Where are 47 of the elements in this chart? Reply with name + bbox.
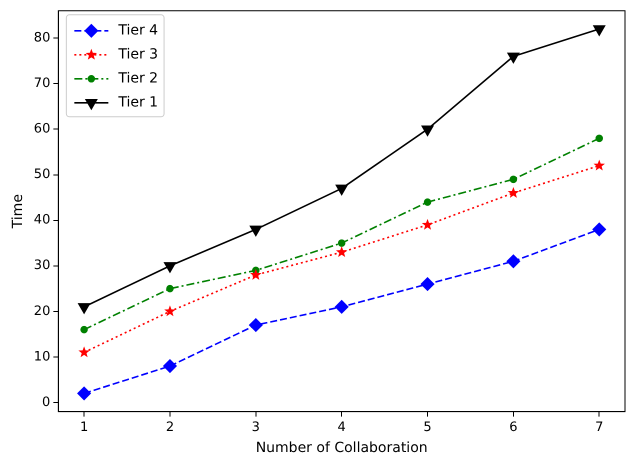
y-tick-label: 0 — [42, 394, 50, 410]
point — [508, 186, 520, 198]
point — [594, 160, 605, 171]
point — [78, 346, 90, 358]
x-tick-label: 4 — [338, 420, 346, 435]
point — [163, 359, 177, 373]
point — [510, 176, 518, 184]
point — [420, 277, 434, 291]
point — [595, 134, 603, 142]
y-tick-label: 70 — [34, 76, 50, 92]
point — [164, 305, 176, 316]
point — [422, 125, 434, 136]
x-tick-label: 6 — [509, 420, 518, 435]
point — [166, 284, 174, 292]
y-axis-title: Time — [10, 194, 26, 230]
point — [338, 239, 346, 247]
point — [592, 222, 606, 236]
point — [334, 300, 348, 314]
legend-label: Tier 3 — [117, 46, 158, 62]
legend-label: Tier 1 — [117, 94, 158, 110]
x-tick-label: 7 — [595, 420, 604, 435]
y-tick-label: 10 — [34, 349, 50, 364]
point — [336, 184, 348, 196]
point — [336, 246, 348, 258]
y-tick-label: 20 — [34, 304, 50, 319]
point — [77, 386, 91, 400]
y-tick-label: 50 — [34, 167, 50, 182]
point — [593, 25, 606, 36]
y-tick-label: 40 — [34, 212, 50, 228]
point — [80, 326, 88, 334]
point — [250, 226, 262, 236]
x-tick-label: 1 — [80, 420, 88, 435]
y-tick-label: 30 — [34, 258, 50, 274]
y-tick-label: 80 — [34, 30, 50, 46]
point — [506, 254, 520, 268]
x-axis-title: Number of Collaboration — [256, 440, 428, 456]
x-tick-label: 5 — [423, 420, 432, 435]
x-tick-label: 3 — [252, 420, 260, 435]
point — [507, 52, 520, 64]
y-tick-label: 60 — [34, 122, 50, 137]
point — [422, 218, 434, 230]
point — [249, 318, 263, 332]
legend-label: Tier 2 — [117, 70, 158, 86]
x-tick-label: 2 — [166, 420, 174, 435]
point — [250, 268, 262, 280]
point — [424, 198, 432, 206]
legend-label: Tier 4 — [117, 22, 158, 38]
